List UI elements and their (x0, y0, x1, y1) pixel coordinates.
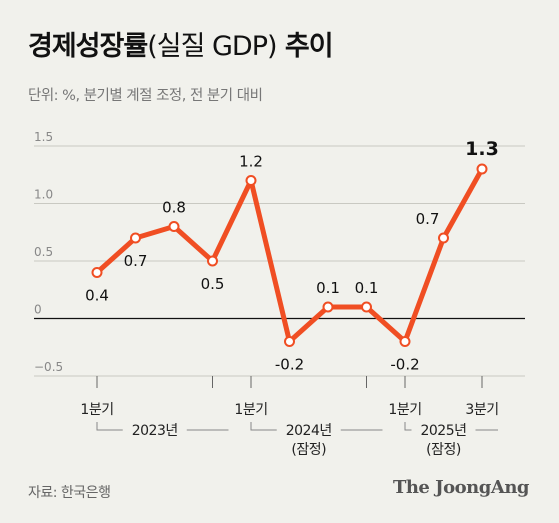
data-label: 0.5 (201, 275, 225, 293)
data-point (399, 336, 411, 347)
data-label: 0.7 (416, 210, 440, 228)
year-bracket (404, 422, 412, 431)
chart-title: 경제성장률(실질 GDP) 추이 (28, 31, 334, 62)
y-tick-label: 1.5 (34, 130, 53, 144)
data-label: 0.1 (355, 279, 379, 297)
data-point (207, 255, 218, 267)
data-point (438, 232, 449, 244)
chart-subtitle: 단위: %, 분기별 계절 조정, 전 분기 대비 (28, 88, 263, 104)
data-label: 1.3 (465, 138, 499, 160)
data-point (245, 175, 257, 186)
year-sublabel: (잠정) (291, 442, 326, 458)
year-label: 2025년 (420, 423, 466, 439)
data-point (361, 301, 372, 313)
y-tick-label: 0.5 (34, 245, 53, 259)
y-tick-label: −0.5 (34, 360, 63, 374)
y-tick-label: 0 (34, 303, 42, 317)
data-label: -0.2 (275, 356, 304, 374)
x-quarter-label: 1분기 (388, 402, 421, 418)
source-note: 자료: 한국은행 (28, 485, 111, 501)
data-label: 0.1 (316, 279, 340, 297)
series-line (94, 166, 485, 344)
year-sublabel: (잠정) (426, 442, 461, 458)
data-point (168, 221, 180, 232)
data-point (91, 267, 103, 278)
brand-logo: The JoongAng (392, 477, 530, 498)
x-quarter-label: 1분기 (234, 402, 267, 418)
year-label: 2024년 (286, 423, 332, 439)
x-quarter-label: 1분기 (80, 402, 113, 418)
year-label: 2023년 (132, 423, 178, 439)
data-label: 1.2 (239, 153, 263, 171)
year-bracket (250, 422, 277, 431)
data-point (284, 336, 295, 347)
data-label: 0.4 (85, 287, 109, 305)
data-label: 0.8 (162, 199, 186, 217)
x-quarter-label: 3분기 (465, 402, 498, 418)
data-point (476, 163, 488, 175)
data-label: 0.7 (124, 252, 148, 270)
data-point (130, 232, 141, 244)
y-tick-label: 1.0 (34, 188, 53, 202)
data-point (322, 301, 334, 313)
year-bracket (96, 422, 123, 431)
data-label: -0.2 (390, 356, 419, 374)
